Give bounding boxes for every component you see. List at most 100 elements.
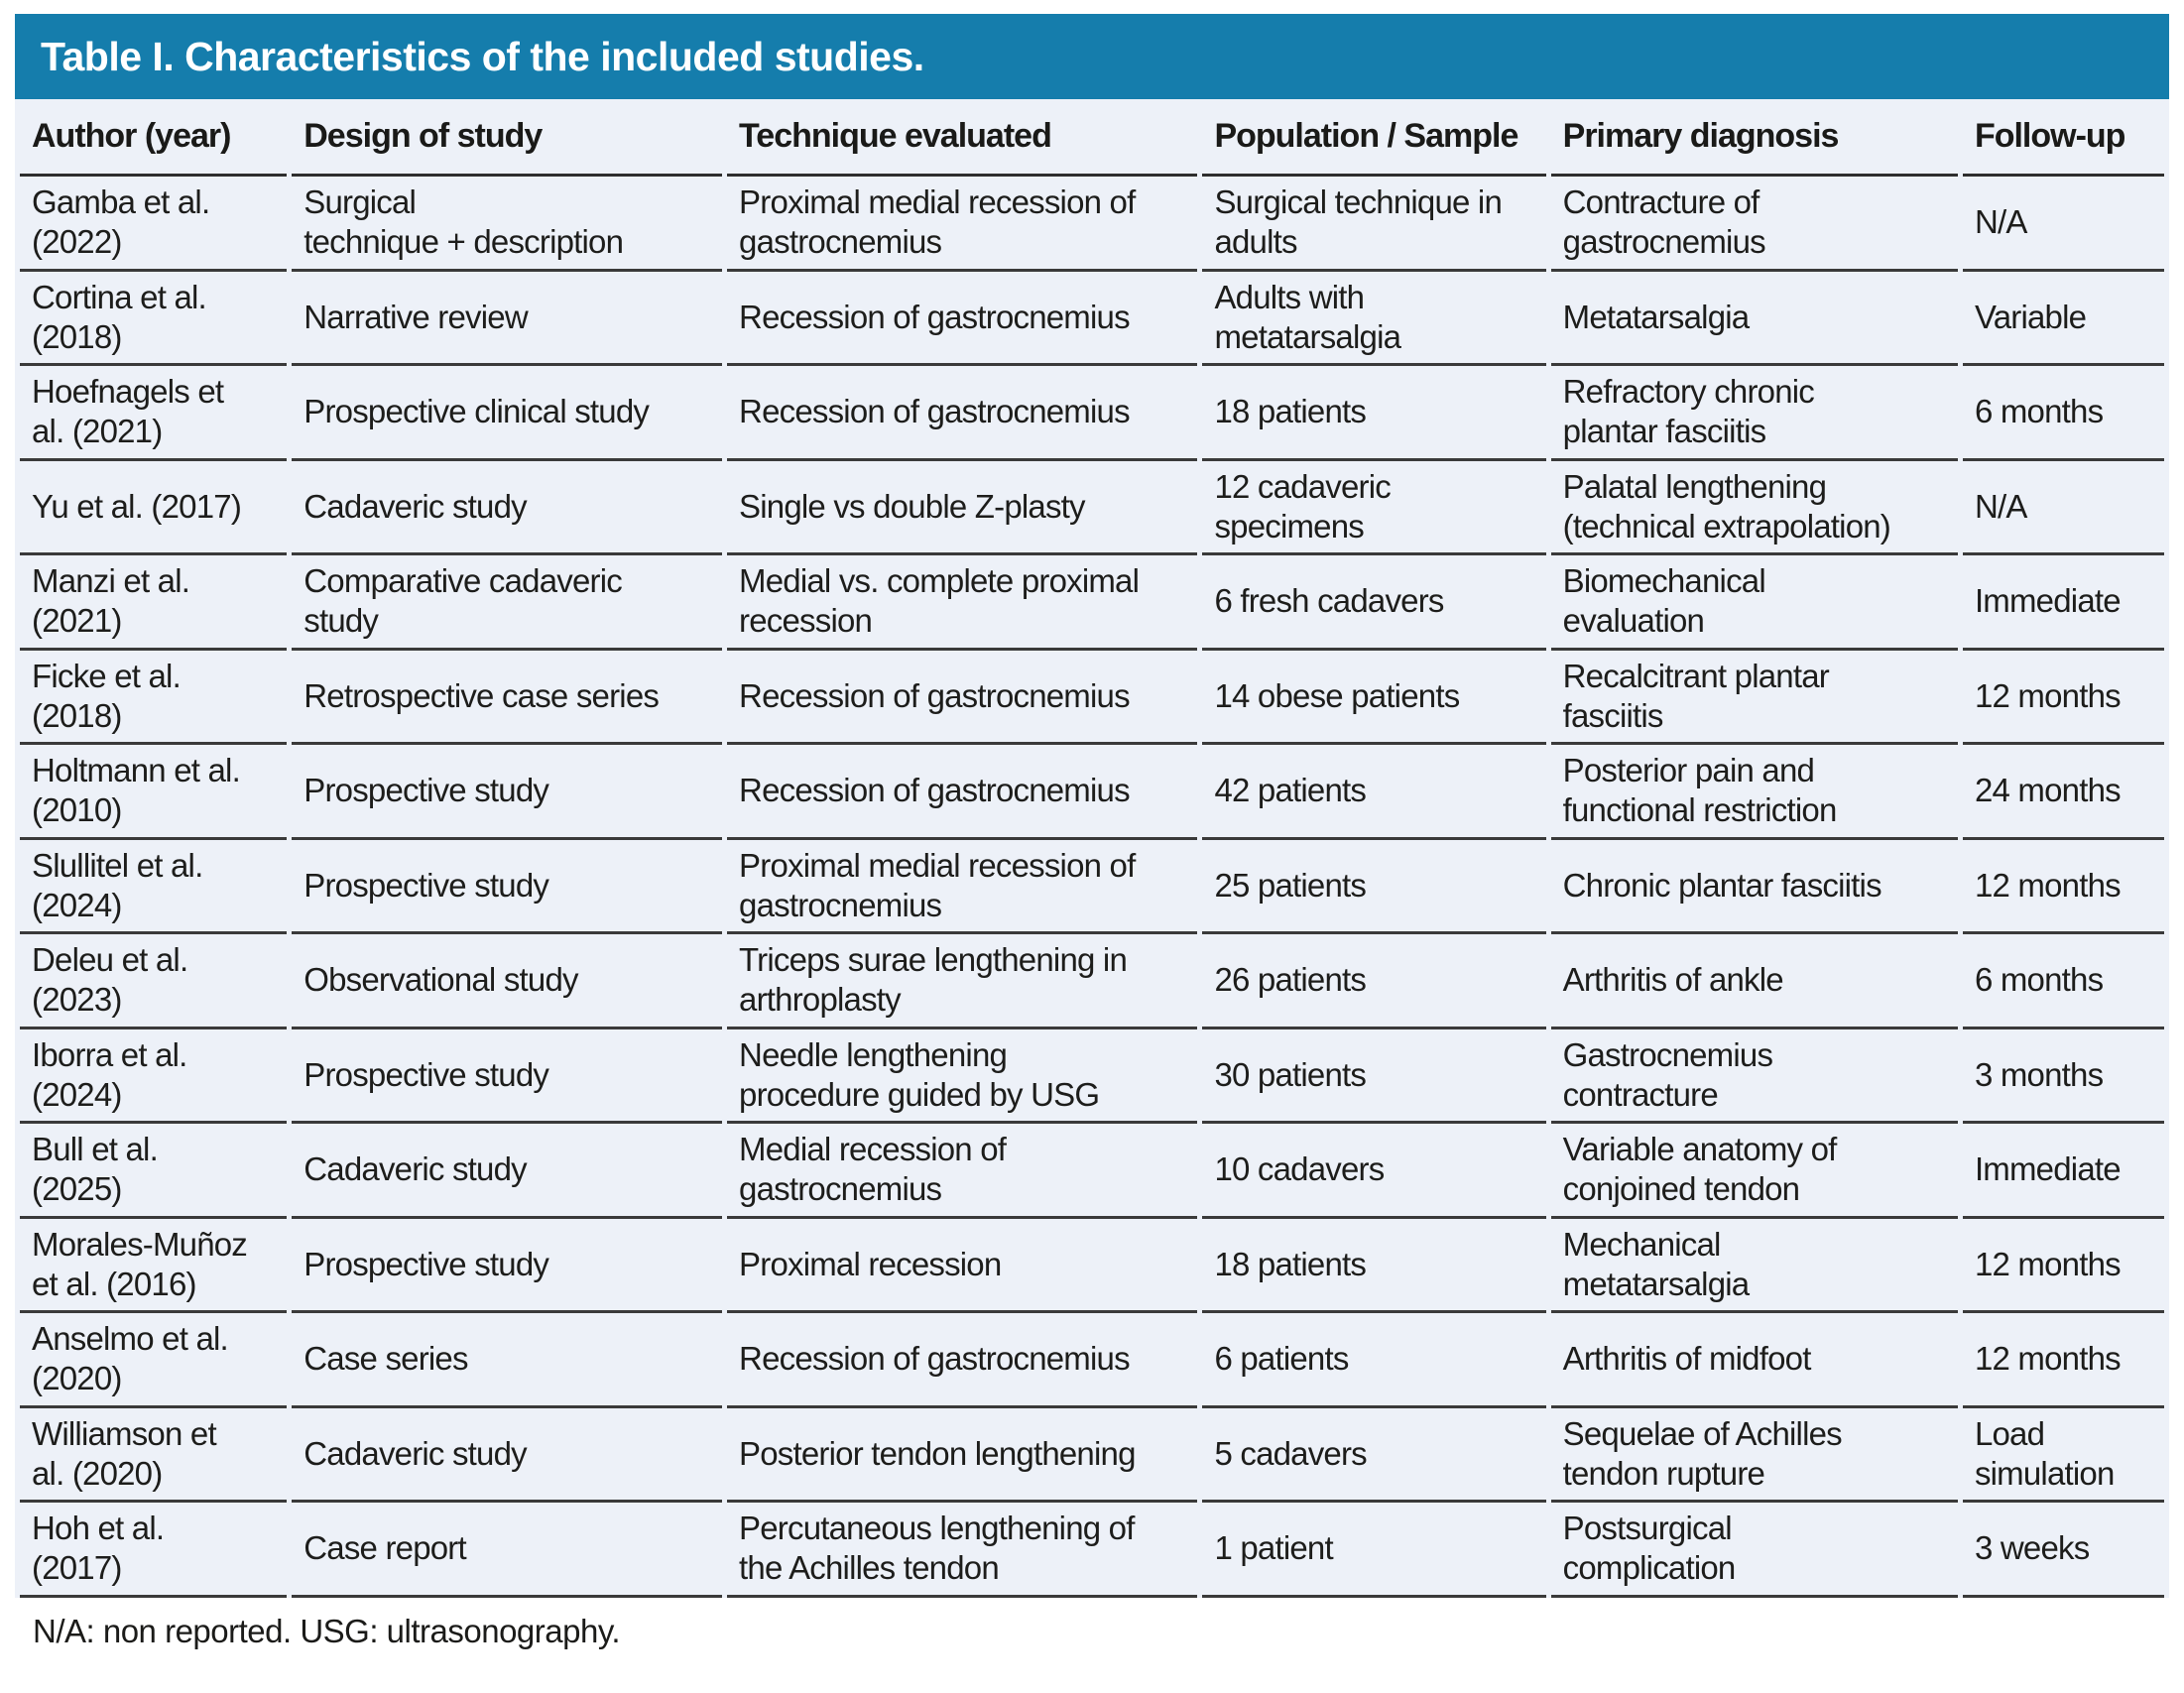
cell-population: Surgical technique in adults <box>1202 177 1546 272</box>
cell-population: 25 patients <box>1202 840 1546 934</box>
cell-diagnosis: Posterior pain and functional restrictio… <box>1550 745 1958 840</box>
cell-population: 12 cadaveric specimens <box>1202 461 1546 555</box>
cell-follow-up: 3 months <box>1962 1029 2164 1124</box>
cell-follow-up: Immediate <box>1962 1124 2164 1219</box>
cell-technique: Posterior tendon lengthening <box>727 1408 1198 1503</box>
cell-design: Cadaveric study <box>292 461 723 555</box>
cell-population: 5 cadavers <box>1202 1408 1546 1503</box>
cell-technique: Recession of gastrocnemius <box>727 651 1198 745</box>
cell-follow-up: 6 months <box>1962 366 2164 461</box>
table-row: Hoh et al. (2017) Case report Percutaneous… <box>20 1503 2164 1598</box>
table-title-bar: Table I. Characteristics of the included… <box>15 14 2169 99</box>
table-row: Slullitel et al. (2024) Prospective study… <box>20 840 2164 934</box>
cell-population: 1 patient <box>1202 1503 1546 1598</box>
cell-follow-up: 12 months <box>1962 840 2164 934</box>
column-header-author-year: Author (year) <box>20 99 288 177</box>
cell-diagnosis: Refractory chronic plantar fasciitis <box>1550 366 1958 461</box>
cell-design: Case series <box>292 1313 723 1408</box>
cell-design: Cadaveric study <box>292 1408 723 1503</box>
cell-technique: Triceps surae lengthening in arthroplast… <box>727 934 1198 1029</box>
cell-follow-up: Load simulation <box>1962 1408 2164 1503</box>
header-row: Author (year) Design of study Technique … <box>20 99 2164 177</box>
cell-author: Morales-Muñoz et al. (2016) <box>20 1219 288 1313</box>
cell-author: Cortina et al. (2018) <box>20 272 288 366</box>
table-row: Hoefnagels et al. (2021) Prospective clin… <box>20 366 2164 461</box>
cell-diagnosis: Recalcitrant plantar fasciitis <box>1550 651 1958 745</box>
cell-design: Prospective study <box>292 1219 723 1313</box>
cell-design: Cadaveric study <box>292 1124 723 1219</box>
table-row: Anselmo et al. (2020) Case series Recessio… <box>20 1313 2164 1408</box>
table-row: Williamson et al. (2020) Cadaveric study P… <box>20 1408 2164 1503</box>
table-row: Cortina et al. (2018) Narrative review Rec… <box>20 272 2164 366</box>
cell-follow-up: N/A <box>1962 177 2164 272</box>
cell-author: Ficke et al. (2018) <box>20 651 288 745</box>
cell-author: Hoefnagels et al. (2021) <box>20 366 288 461</box>
cell-author: Deleu et al. (2023) <box>20 934 288 1029</box>
table-header: Author (year) Design of study Technique … <box>20 99 2164 177</box>
cell-follow-up: 3 weeks <box>1962 1503 2164 1598</box>
cell-author: Iborra et al. (2024) <box>20 1029 288 1124</box>
cell-technique: Needle lengthening procedure guided by U… <box>727 1029 1198 1124</box>
cell-follow-up: Immediate <box>1962 555 2164 651</box>
cell-population: 42 patients <box>1202 745 1546 840</box>
cell-diagnosis: Arthritis of midfoot <box>1550 1313 1958 1408</box>
cell-technique: Proximal medial recession of gastrocnemi… <box>727 840 1198 934</box>
cell-population: 6 patients <box>1202 1313 1546 1408</box>
cell-design: Prospective study <box>292 840 723 934</box>
cell-technique: Proximal recession <box>727 1219 1198 1313</box>
cell-technique: Recession of gastrocnemius <box>727 1313 1198 1408</box>
cell-population: 26 patients <box>1202 934 1546 1029</box>
cell-technique: Proximal medial recession of gastrocnemi… <box>727 177 1198 272</box>
cell-population: 30 patients <box>1202 1029 1546 1124</box>
cell-diagnosis: Variable anatomy of conjoined tendon <box>1550 1124 1958 1219</box>
table-row: Deleu et al. (2023) Observational study Tr… <box>20 934 2164 1029</box>
cell-design: Prospective clinical study <box>292 366 723 461</box>
table-body: Gamba et al. (2022) Surgical technique + … <box>20 177 2164 1598</box>
cell-author: Hoh et al. (2017) <box>20 1503 288 1598</box>
cell-technique: Single vs double Z-plasty <box>727 461 1198 555</box>
table-title: Table I. Characteristics of the included… <box>41 33 924 79</box>
cell-population: 18 patients <box>1202 366 1546 461</box>
column-header-follow-up: Follow-up <box>1962 99 2164 177</box>
table-row: Gamba et al. (2022) Surgical technique + … <box>20 177 2164 272</box>
table-row: Holtmann et al. (2010) Prospective study R… <box>20 745 2164 840</box>
cell-diagnosis: Palatal lengthening (technical extrapola… <box>1550 461 1958 555</box>
cell-population: 14 obese patients <box>1202 651 1546 745</box>
table-row: Yu et al. (2017) Cadaveric study Single vs… <box>20 461 2164 555</box>
cell-technique: Recession of gastrocnemius <box>727 272 1198 366</box>
cell-follow-up: 12 months <box>1962 651 2164 745</box>
cell-author: Slullitel et al. (2024) <box>20 840 288 934</box>
cell-author: Holtmann et al. (2010) <box>20 745 288 840</box>
table-footnote: N/A: non reported. USG: ultrasonography. <box>33 1612 621 1649</box>
cell-follow-up: 12 months <box>1962 1219 2164 1313</box>
cell-author: Anselmo et al. (2020) <box>20 1313 288 1408</box>
cell-technique: Medial recession of gastrocnemius <box>727 1124 1198 1219</box>
cell-diagnosis: Contracture of gastrocnemius <box>1550 177 1958 272</box>
cell-population: 10 cadavers <box>1202 1124 1546 1219</box>
cell-diagnosis: Metatarsalgia <box>1550 272 1958 366</box>
studies-table: Author (year) Design of study Technique … <box>15 99 2169 1598</box>
cell-technique: Recession of gastrocnemius <box>727 745 1198 840</box>
cell-diagnosis: Mechanical metatarsalgia <box>1550 1219 1958 1313</box>
cell-design: Comparative cadaveric study <box>292 555 723 651</box>
column-header-technique-evaluated: Technique evaluated <box>727 99 1198 177</box>
cell-design: Case report <box>292 1503 723 1598</box>
cell-diagnosis: Postsurgical complication <box>1550 1503 1958 1598</box>
column-header-population-sample: Population / Sample <box>1202 99 1546 177</box>
cell-design: Narrative review <box>292 272 723 366</box>
table-row: Iborra et al. (2024) Prospective study Nee… <box>20 1029 2164 1124</box>
cell-author: Williamson et al. (2020) <box>20 1408 288 1503</box>
cell-follow-up: Variable <box>1962 272 2164 366</box>
cell-technique: Percutaneous lengthening of the Achilles… <box>727 1503 1198 1598</box>
cell-follow-up: 12 months <box>1962 1313 2164 1408</box>
cell-design: Surgical technique + description <box>292 177 723 272</box>
cell-author: Yu et al. (2017) <box>20 461 288 555</box>
cell-diagnosis: Chronic plantar fasciitis <box>1550 840 1958 934</box>
cell-follow-up: 24 months <box>1962 745 2164 840</box>
table-row: Ficke et al. (2018) Retrospective case se… <box>20 651 2164 745</box>
cell-author: Gamba et al. (2022) <box>20 177 288 272</box>
cell-design: Prospective study <box>292 1029 723 1124</box>
cell-population: 6 fresh cadavers <box>1202 555 1546 651</box>
cell-author: Manzi et al. (2021) <box>20 555 288 651</box>
cell-technique: Medial vs. complete proximal recession <box>727 555 1198 651</box>
